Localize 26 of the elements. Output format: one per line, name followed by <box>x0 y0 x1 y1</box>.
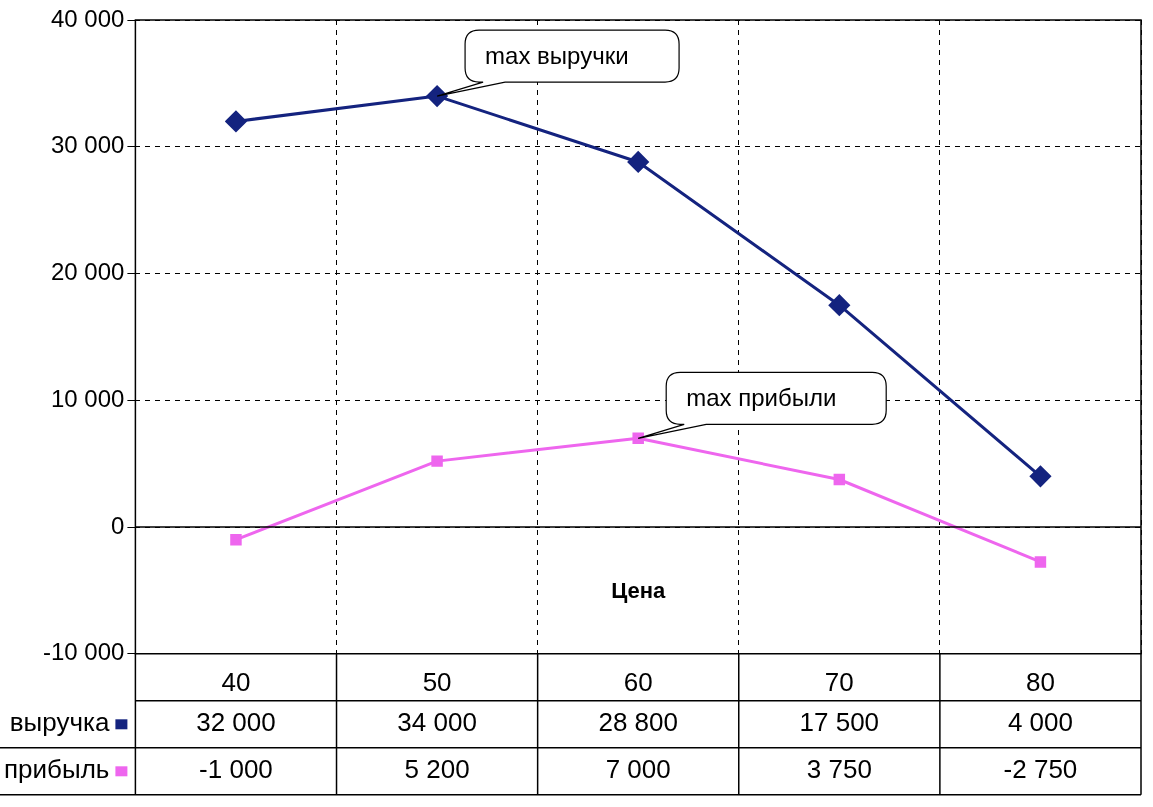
data-label: 3 750 <box>806 754 872 785</box>
x-tick-label: 70 <box>824 666 854 697</box>
y-tick-label: 10 000 <box>50 384 125 412</box>
x-tick-label: 40 <box>221 666 251 697</box>
data-label: 32 000 <box>196 707 276 738</box>
x-axis-title: Цена <box>611 578 667 604</box>
y-tick-label: 20 000 <box>50 258 125 286</box>
annotation: max прибыли <box>686 384 837 413</box>
x-tick-label: 80 <box>1025 666 1055 697</box>
data-label: -1 000 <box>199 754 273 785</box>
y-tick-label: 0 <box>111 511 125 539</box>
y-tick-label: -10 000 <box>42 638 125 666</box>
data-label: 28 800 <box>598 707 678 738</box>
annotation: max выручки <box>485 42 629 71</box>
data-label: 17 500 <box>799 707 880 738</box>
legend-label: прибыль <box>4 754 110 785</box>
data-label: 4 000 <box>1007 707 1073 738</box>
legend-label: выручка <box>9 707 110 738</box>
data-label: 5 200 <box>404 754 470 785</box>
y-tick-label: 30 000 <box>50 131 125 159</box>
data-label: 7 000 <box>605 754 671 785</box>
y-tick-label: 40 000 <box>50 4 125 32</box>
x-tick-label: 60 <box>623 666 653 697</box>
x-tick-label: 50 <box>422 666 452 697</box>
data-label: -2 750 <box>1003 754 1078 785</box>
data-label: 34 000 <box>397 707 477 738</box>
